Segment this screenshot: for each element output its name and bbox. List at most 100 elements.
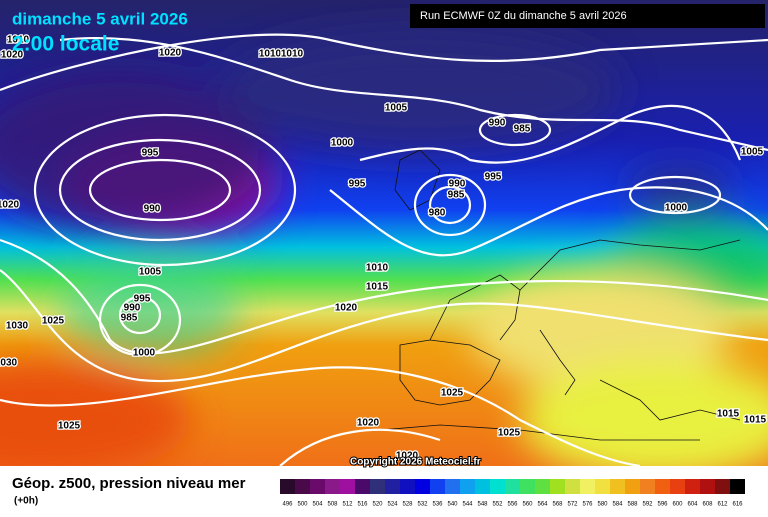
- colorbar-label: 564: [537, 502, 548, 508]
- colorbar-label: 512: [342, 502, 353, 508]
- isobar-label: 990: [489, 118, 506, 129]
- colorbar-swatch: [310, 479, 325, 494]
- isobar-label: 1020: [1, 50, 24, 61]
- colorbar-swatch: [535, 479, 550, 494]
- colorbar-label: 544: [462, 502, 473, 508]
- colorbar-label: 508: [327, 502, 338, 508]
- footer-subtitle: (+0h): [14, 496, 38, 507]
- colorbar: 496 500 504 508 512 516 520 524 528 532 536 540 544 5…: [280, 479, 745, 508]
- colorbar-swatch: [445, 479, 460, 494]
- colorbar-swatch: [730, 479, 745, 494]
- colorbar-label: 540: [447, 502, 458, 508]
- isobar-label: 990: [124, 303, 141, 314]
- isobar-label: 1020: [396, 451, 419, 462]
- map-area: 1020 1010 10101020101010059909851000995995…: [0, 0, 768, 466]
- isobar-labels: 1020 1010 10101020101010059909851000995995…: [0, 33, 768, 463]
- colorbar-swatch: [295, 479, 310, 494]
- colorbar-swatch: [430, 479, 445, 494]
- colorbar-swatch: [415, 479, 430, 494]
- isobar-label: 985: [448, 190, 465, 201]
- colorbar-label: 600: [672, 502, 683, 508]
- isobar-label: 1025: [498, 428, 521, 439]
- colorbar-label: 556: [507, 502, 518, 508]
- copyright: Copyright 2026 Meteociel.fr: [350, 457, 481, 468]
- colorbar-label: 588: [627, 502, 638, 508]
- isobar-label: 995: [134, 294, 151, 305]
- colorbar-label: 560: [522, 502, 533, 508]
- colorbar-swatch: [520, 479, 535, 494]
- run-label: Run ECMWF 0Z du dimanche 5 avril 2026: [420, 10, 627, 22]
- footer-title: Géop. z500, pression niveau mer: [12, 475, 246, 492]
- isobar-label: 995: [485, 172, 502, 183]
- isobar-label: 990: [449, 179, 466, 190]
- colorbar-swatch: [715, 479, 730, 494]
- colorbar-swatch: [640, 479, 655, 494]
- isobar-label: 1000: [133, 348, 156, 359]
- isobar-label: 1025: [42, 316, 65, 327]
- isobar-label: 990: [144, 204, 161, 215]
- isobar-label: 995: [142, 148, 159, 159]
- isobar-label: 995: [349, 179, 366, 190]
- colorbar-swatch: [280, 479, 295, 494]
- isobar-label: 1030: [0, 358, 18, 369]
- isobar-label: 1025: [441, 388, 464, 399]
- colorbar-swatch: [685, 479, 700, 494]
- colorbar-label: 548: [477, 502, 488, 508]
- colorbar-swatch: [670, 479, 685, 494]
- colorbar-label: 552: [492, 502, 503, 508]
- colorbar-label: 596: [657, 502, 668, 508]
- colorbar-swatch: [595, 479, 610, 494]
- colorbar-swatch: [580, 479, 595, 494]
- isobar-label: 1015: [366, 282, 389, 293]
- colorbar-label: 536: [432, 502, 443, 508]
- isobar-label: 1020: [335, 303, 358, 314]
- colorbar-label: 568: [552, 502, 563, 508]
- coastlines: [379, 149, 741, 441]
- colorbar-swatch: [460, 479, 475, 494]
- colorbar-swatch: [355, 479, 370, 494]
- colorbar-label: 592: [642, 502, 653, 508]
- isobar-label: 1005: [741, 147, 764, 158]
- isobar-label: 1020: [357, 418, 380, 429]
- run-box: [410, 4, 765, 28]
- colorbar-label: 532: [417, 502, 428, 508]
- isobar-label: 985: [121, 313, 138, 324]
- isobar-label: 1000: [331, 138, 354, 149]
- isobar-label: 1015: [717, 409, 740, 420]
- isobar-label: 1005: [385, 103, 408, 114]
- isobar-label: 1010: [7, 35, 30, 46]
- colorbar-swatch: [325, 479, 340, 494]
- colorbar-label: 500: [297, 502, 308, 508]
- isobars: [0, 33, 768, 466]
- colorbar-swatch: [565, 479, 580, 494]
- isobar-label: 1030: [6, 321, 29, 332]
- colorbar-swatch: [550, 479, 565, 494]
- title: dimanche 5 avril 2026: [12, 9, 188, 28]
- colorbar-swatch: [505, 479, 520, 494]
- colorbar-label: 524: [387, 502, 398, 508]
- colorbar-label: 576: [582, 502, 593, 508]
- colorbar-label: 516: [357, 502, 368, 508]
- isobar-label: 985: [514, 124, 531, 135]
- colorbar-swatch: [475, 479, 490, 494]
- colorbar-swatch: [610, 479, 625, 494]
- colorbar-label: 504: [312, 502, 323, 508]
- colorbar-label: 580: [597, 502, 608, 508]
- isobar-label: 1000: [665, 203, 688, 214]
- isobar-label: 980: [429, 208, 446, 219]
- isobar-label: 1005: [139, 267, 162, 278]
- colorbar-label: 612: [717, 502, 728, 508]
- colorbar-swatch: [700, 479, 715, 494]
- colorbar-swatch: [370, 479, 385, 494]
- colorbar-label: 572: [567, 502, 578, 508]
- colorbar-swatch: [490, 479, 505, 494]
- colorbar-label: 604: [687, 502, 698, 508]
- isobar-label: 1010: [366, 263, 389, 274]
- isobar-label: 1010: [281, 49, 304, 60]
- colorbar-swatch: [385, 479, 400, 494]
- colorbar-label: 608: [702, 502, 713, 508]
- colorbar-label: 528: [402, 502, 413, 508]
- colorbar-label: 616: [732, 502, 743, 508]
- colorbar-swatch: [625, 479, 640, 494]
- isobar-label: 1010: [259, 49, 282, 60]
